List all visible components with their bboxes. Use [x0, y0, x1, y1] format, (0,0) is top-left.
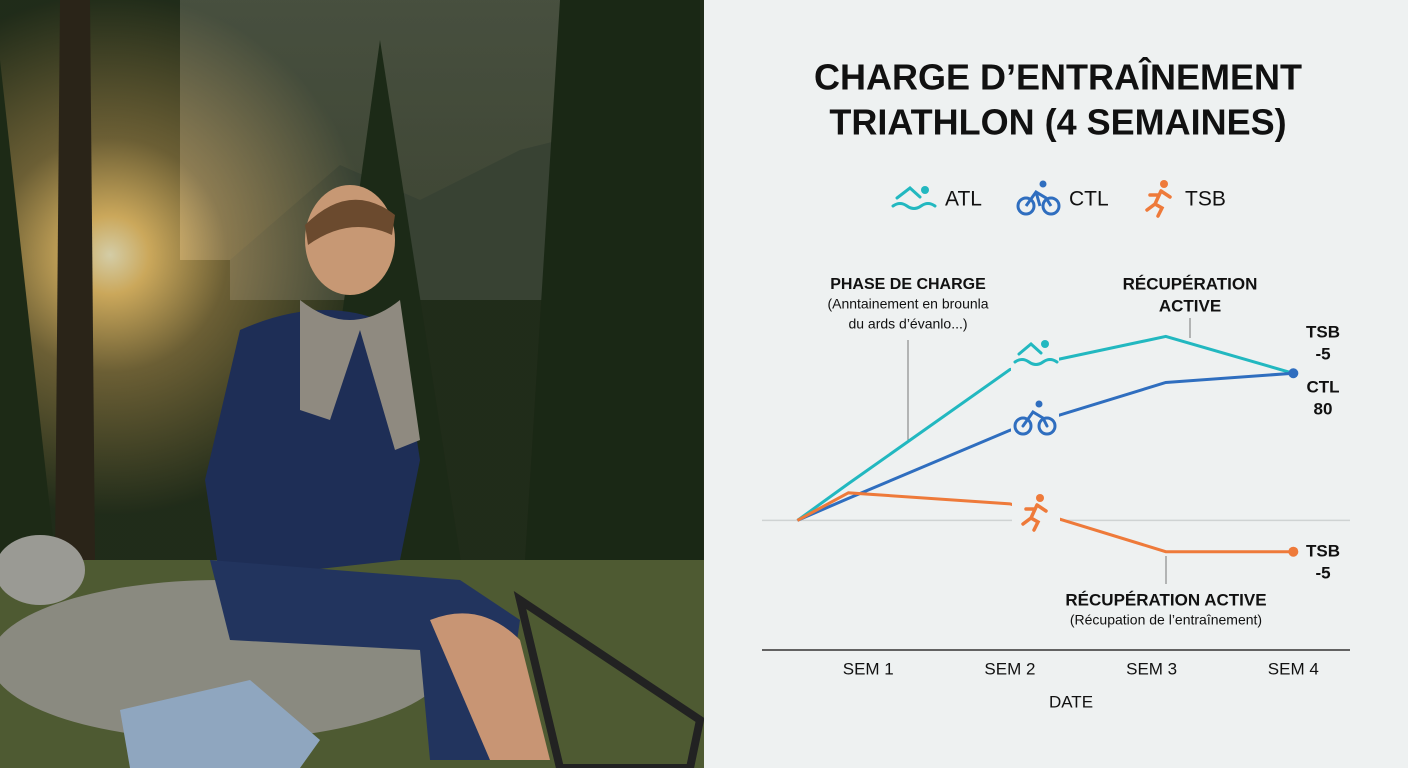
annotation: TSB: [1306, 322, 1340, 341]
line: [796, 334, 1294, 522]
icon-part: [1021, 410, 1049, 428]
line: [796, 371, 1294, 522]
line-icon: [1011, 336, 1059, 372]
legend-label: TSB: [1185, 188, 1226, 211]
title: CHARGE D’ENTRAÎNEMENT: [814, 56, 1302, 98]
annotation: ACTIVE: [1159, 296, 1221, 315]
legend-label: ATL: [945, 188, 982, 211]
icon-part: [1013, 416, 1033, 436]
x-tick-label: SEM 4: [1268, 659, 1319, 678]
annotation: CTL: [1306, 377, 1339, 396]
panel: [704, 0, 1408, 768]
end-point: [1288, 546, 1299, 557]
annotation: du ards d’évanlo...): [848, 316, 967, 332]
icon-part: [1037, 416, 1057, 436]
annotation: -5: [1315, 563, 1330, 582]
annotation: PHASE DE CHARGE: [830, 276, 986, 293]
annotation: 80: [1314, 399, 1333, 418]
annotation: TSB: [1306, 541, 1340, 560]
line-icon: [1012, 494, 1060, 532]
end-point: [1288, 368, 1299, 379]
title: TRIATHLON (4 SEMAINES): [829, 102, 1286, 143]
annotation: RÉCUPÉRATION ACTIVE: [1065, 590, 1266, 609]
icon-part: [1041, 340, 1049, 348]
annotation: (Récupation de l’entraînement): [1070, 612, 1262, 628]
photo: [0, 0, 705, 772]
icon-part: [1035, 400, 1043, 408]
line-icon: [1011, 400, 1059, 438]
x-tick-label: SEM 1: [843, 659, 894, 678]
legend-icon-swim: [891, 186, 937, 210]
annotation: -5: [1315, 344, 1330, 363]
line: [796, 491, 1294, 554]
icon-part: [1013, 342, 1059, 366]
legend-label: CTL: [1069, 188, 1109, 211]
icon-part: [1036, 494, 1044, 502]
icon-part: [1021, 503, 1048, 532]
x-axis-label: DATE: [1049, 692, 1093, 711]
annotation: RÉCUPÉRATION: [1123, 274, 1258, 293]
legend-icon-run: [1145, 180, 1172, 218]
annotation: (Anntainement en brounla: [827, 296, 988, 312]
x-tick-label: SEM 3: [1126, 659, 1177, 678]
x-tick-label: SEM 2: [984, 659, 1035, 678]
legend-icon-bike: [1016, 180, 1061, 216]
